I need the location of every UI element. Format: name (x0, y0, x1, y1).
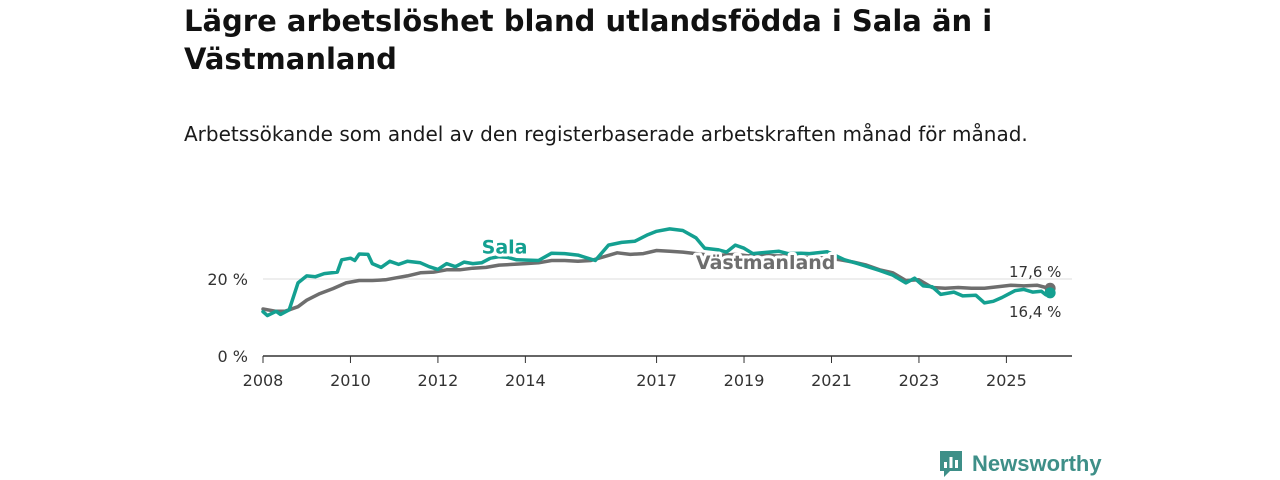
x-tick-label: 2008 (243, 371, 284, 390)
x-tick-label: 2010 (330, 371, 371, 390)
x-axis (262, 355, 1072, 363)
x-tick-label: 2017 (636, 371, 677, 390)
end-value-label-sala: 16,4 % (1009, 303, 1061, 321)
series-end-point-sala (1044, 287, 1056, 299)
series-line-sala (261, 227, 1052, 318)
y-tick-label: 20 % (207, 270, 248, 289)
series-label-sala: Sala (482, 237, 528, 259)
label-layer: 0 % 20 % 2008 2010 2012 2014 2017 2019 2021 2023 2… (207, 234, 1061, 390)
x-tick-label: 2021 (811, 371, 852, 390)
series-label-vastmanland: Västmanland (696, 252, 836, 274)
x-tick-label: 2025 (986, 371, 1027, 390)
x-tick-label: 2014 (505, 371, 546, 390)
chart-title: Lägre arbetslöshet bland utlandsfödda i … (184, 4, 993, 76)
newsworthy-logo-icon (940, 451, 962, 477)
newsworthy-logo-text: Newsworthy (972, 451, 1102, 476)
y-tick-label: 0 % (218, 347, 248, 366)
series-line-vastmanland (261, 248, 1052, 314)
chart-subtitle: Arbetssökande som andel av den registerb… (184, 122, 1028, 146)
x-tick-label: 2023 (899, 371, 940, 390)
series-layer (261, 227, 1056, 318)
x-tick-label: 2019 (724, 371, 765, 390)
end-value-label-vastmanland: 17,6 % (1009, 263, 1061, 281)
x-tick-label: 2012 (418, 371, 459, 390)
newsworthy-logo: Newsworthy (938, 449, 1102, 479)
